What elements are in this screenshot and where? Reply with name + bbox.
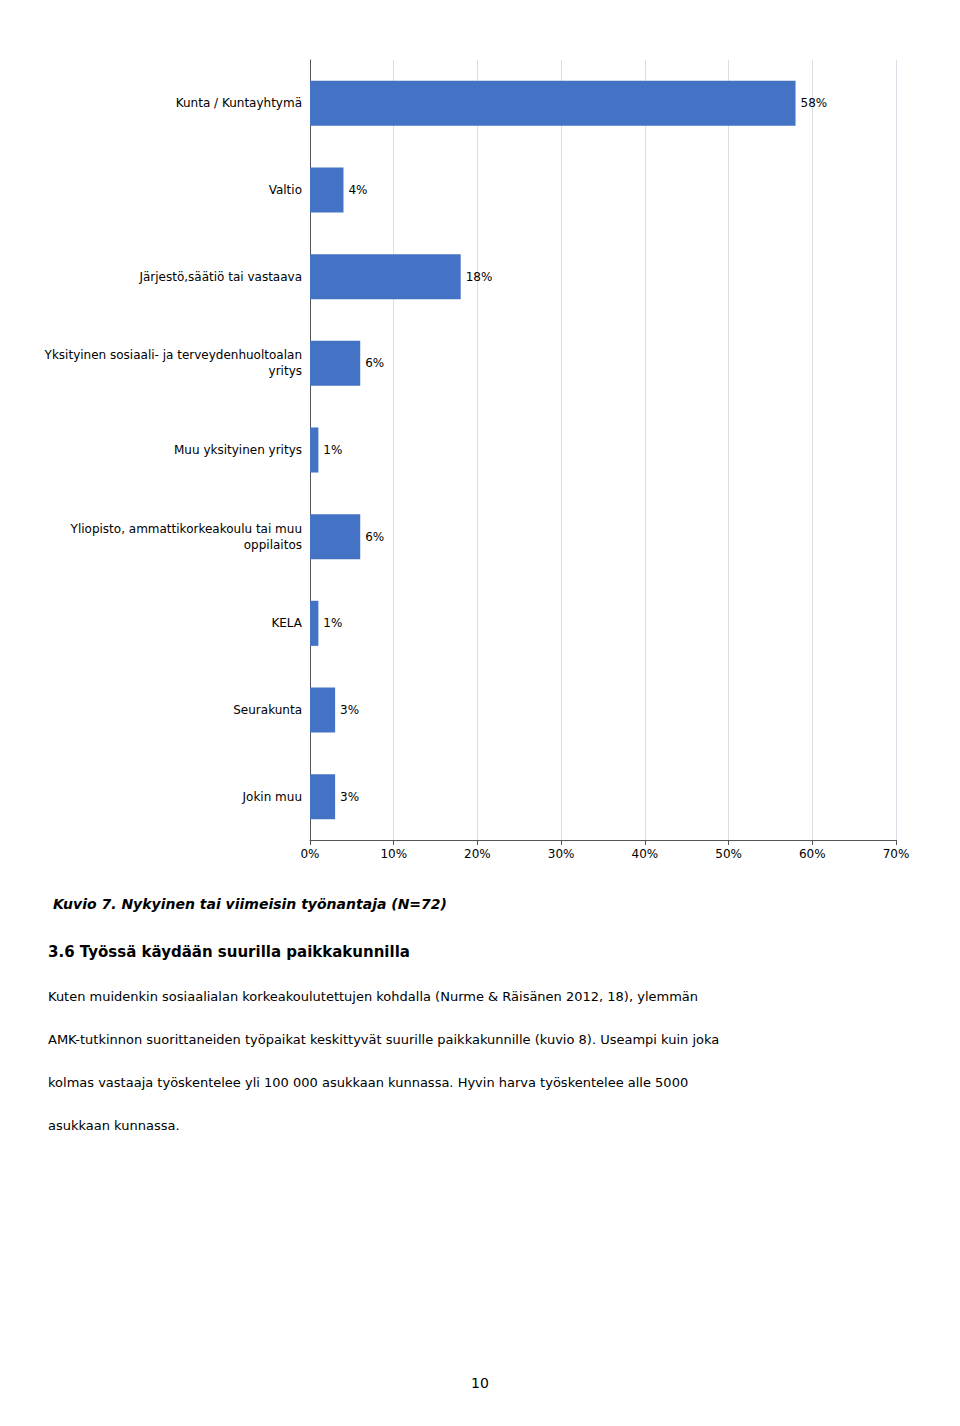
svg-text:asukkaan kunnassa.: asukkaan kunnassa. bbox=[48, 1118, 180, 1133]
svg-text:40%: 40% bbox=[632, 847, 659, 861]
svg-text:Muu yksityinen yritys: Muu yksityinen yritys bbox=[174, 443, 302, 457]
svg-text:58%: 58% bbox=[801, 96, 828, 110]
svg-text:30%: 30% bbox=[548, 847, 575, 861]
svg-text:10: 10 bbox=[471, 1375, 489, 1391]
svg-text:1%: 1% bbox=[323, 616, 342, 630]
svg-text:KELA: KELA bbox=[271, 616, 302, 630]
svg-text:20%: 20% bbox=[464, 847, 491, 861]
svg-text:18%: 18% bbox=[466, 270, 493, 284]
svg-text:3%: 3% bbox=[340, 790, 359, 804]
svg-text:50%: 50% bbox=[715, 847, 742, 861]
svg-text:70%: 70% bbox=[883, 847, 910, 861]
svg-text:kolmas vastaaja työskentelee y: kolmas vastaaja työskentelee yli 100 000… bbox=[48, 1075, 688, 1090]
svg-text:oppilaitos: oppilaitos bbox=[244, 538, 302, 552]
svg-text:0%: 0% bbox=[300, 847, 319, 861]
svg-text:Yliopisto, ammattikorkeakoulu: Yliopisto, ammattikorkeakoulu tai muu bbox=[70, 522, 302, 536]
svg-text:10%: 10% bbox=[380, 847, 407, 861]
svg-text:1%: 1% bbox=[323, 443, 342, 457]
svg-text:Valtio: Valtio bbox=[269, 183, 302, 197]
svg-text:Kuten muidenkin sosiaalialan k: Kuten muidenkin sosiaalialan korkeakoulu… bbox=[48, 989, 698, 1004]
svg-text:Jokin muu: Jokin muu bbox=[242, 790, 302, 804]
svg-text:60%: 60% bbox=[799, 847, 826, 861]
svg-text:Kunta / Kuntayhtymä: Kunta / Kuntayhtymä bbox=[176, 96, 302, 110]
svg-text:Seurakunta: Seurakunta bbox=[233, 703, 302, 717]
svg-text:yritys: yritys bbox=[269, 364, 302, 378]
svg-text:Yksityinen sosiaali- ja tervey: Yksityinen sosiaali- ja terveydenhuoltoa… bbox=[44, 348, 302, 362]
svg-text:3%: 3% bbox=[340, 703, 359, 717]
svg-text:Järjestö,säätiö tai vastaava: Järjestö,säätiö tai vastaava bbox=[138, 270, 302, 284]
svg-text:Kuvio 7. Nykyinen tai viimeisi: Kuvio 7. Nykyinen tai viimeisin työnanta… bbox=[53, 896, 447, 912]
svg-text:4%: 4% bbox=[348, 183, 367, 197]
svg-text:6%: 6% bbox=[365, 530, 384, 544]
svg-text:AMK-tutkinnon suorittaneiden t: AMK-tutkinnon suorittaneiden työpaikat k… bbox=[48, 1032, 719, 1047]
svg-text:3.6 Työssä käydään suurilla pa: 3.6 Työssä käydään suurilla paikkakunnil… bbox=[48, 943, 410, 961]
svg-text:6%: 6% bbox=[365, 356, 384, 370]
